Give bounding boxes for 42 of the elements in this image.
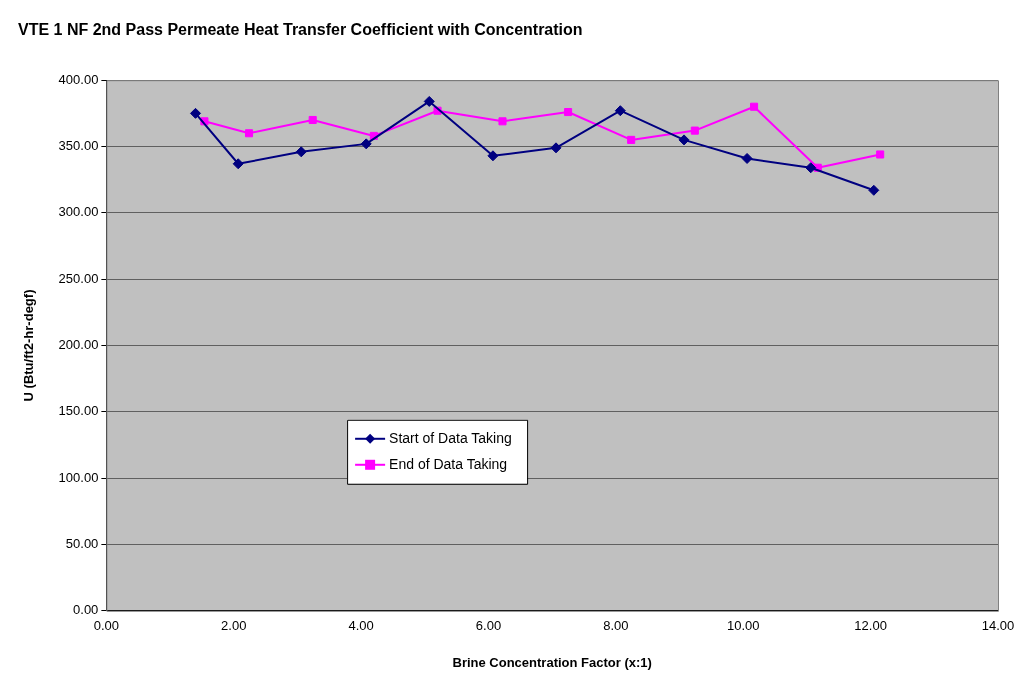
point	[232, 158, 244, 170]
point	[564, 108, 573, 117]
y-tick-label: 50.00	[65, 536, 99, 552]
legend-label: End of Data Taking	[389, 455, 508, 472]
point	[678, 134, 690, 146]
chart-title: VTE 1 NF 2nd Pass Permeate Heat Transfer Coefficient with Concentration	[18, 21, 583, 39]
point	[805, 162, 817, 174]
point	[550, 142, 562, 154]
y-tick-label: 250.00	[58, 270, 99, 286]
point	[614, 105, 626, 117]
x-tick-label: 12.00	[854, 618, 887, 634]
point	[295, 146, 307, 158]
legend-label: Start of Data Taking	[389, 429, 512, 446]
y-axis-title: U (Btu/ft2-hr-degf)	[21, 289, 37, 402]
y-tick-label: 300.00	[58, 204, 99, 220]
x-tick-label: 4.00	[348, 618, 374, 634]
point	[627, 135, 636, 144]
point	[360, 138, 372, 150]
x-tick-label: 2.00	[221, 618, 247, 634]
x-axis-title: Brine Concentration Factor (x:1)	[452, 654, 652, 670]
y-tick-label: 100.00	[58, 469, 99, 485]
x-tick-label: 10.00	[726, 618, 760, 634]
point	[750, 102, 759, 111]
point	[308, 115, 317, 125]
x-tick-label: 14.00	[981, 618, 1015, 634]
x-tick-label: 6.00	[475, 618, 502, 634]
x-tick-label: 0.00	[93, 618, 120, 634]
point	[244, 129, 254, 138]
x-tick-label: 8.00	[603, 618, 629, 634]
point	[868, 184, 880, 196]
point	[690, 126, 699, 135]
y-tick-label: 350.00	[58, 138, 99, 154]
point	[876, 150, 885, 159]
y-tick-label: 0.00	[73, 602, 99, 618]
point	[741, 152, 753, 164]
y-tick-label: 150.00	[58, 403, 99, 419]
point	[190, 107, 202, 119]
point	[423, 95, 435, 107]
point	[487, 150, 499, 162]
y-tick-label: 200.00	[58, 337, 99, 353]
point	[498, 117, 507, 126]
y-tick-label: 400.00	[58, 71, 99, 87]
